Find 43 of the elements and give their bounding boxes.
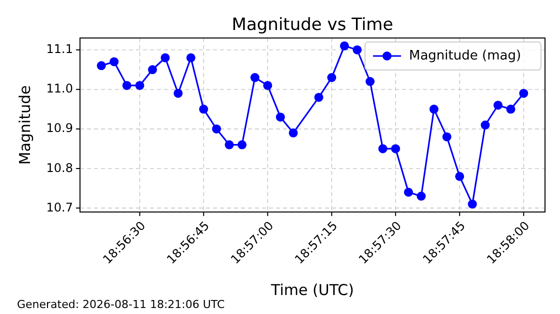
point — [429, 104, 438, 114]
point — [122, 80, 132, 90]
point — [404, 188, 413, 197]
text: Generated: 2026-08-11 18:21:06 UTC — [17, 298, 226, 311]
point — [468, 200, 477, 209]
point — [199, 104, 208, 114]
point — [442, 132, 452, 142]
point — [455, 172, 464, 181]
point — [327, 73, 336, 82]
point — [250, 73, 260, 82]
point — [378, 144, 388, 154]
point — [506, 104, 516, 114]
x-axis-title: Time (UTC) — [270, 281, 354, 299]
point — [366, 77, 375, 86]
y-tick-label: 10.7 — [46, 200, 73, 214]
y-tick-label: 10.9 — [46, 121, 73, 136]
point — [160, 53, 170, 62]
point — [480, 120, 490, 130]
point — [263, 80, 272, 90]
point — [416, 192, 426, 201]
point — [340, 41, 349, 50]
point — [110, 57, 119, 66]
point — [494, 100, 503, 110]
point — [186, 53, 196, 62]
point — [288, 128, 298, 138]
point — [519, 88, 528, 98]
point — [224, 140, 234, 150]
point — [148, 65, 157, 74]
point — [314, 92, 324, 102]
point — [174, 88, 183, 98]
y-tick-label: 11.1 — [46, 42, 73, 56]
y-tick-label: 11.0 — [46, 82, 73, 96]
point — [212, 124, 222, 134]
point — [135, 80, 144, 90]
point — [391, 144, 400, 154]
point — [276, 112, 285, 122]
point — [352, 45, 362, 54]
point — [96, 61, 106, 70]
y-axis-title: Magnitude — [16, 85, 34, 165]
chart-title: Magnitude vs Time — [232, 15, 394, 35]
y-tick-label: 10.8 — [46, 160, 73, 175]
point — [238, 140, 247, 150]
legend-label: Magnitude (mag) — [409, 48, 522, 64]
